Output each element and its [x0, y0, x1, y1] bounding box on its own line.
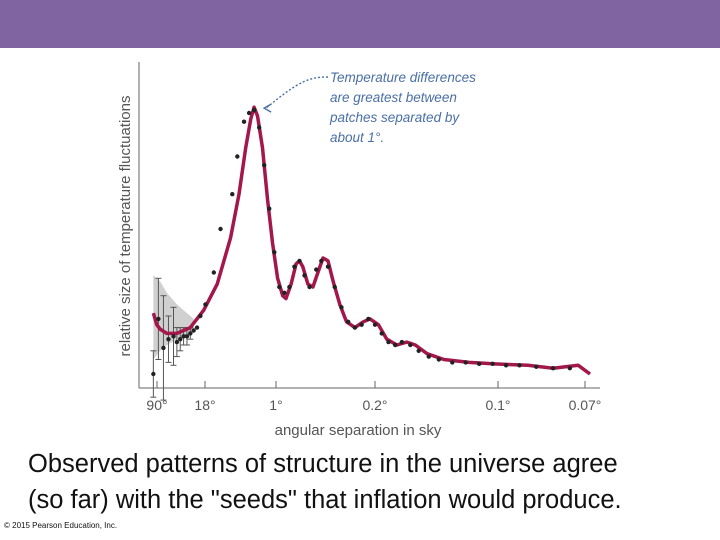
data-point	[399, 339, 405, 345]
data-point	[151, 371, 156, 377]
data-point	[534, 364, 539, 369]
data-point	[194, 325, 200, 330]
data-point	[277, 284, 282, 290]
slide-caption: Observed patterns of structure in the un…	[28, 446, 708, 518]
data-point	[503, 363, 509, 368]
data-point	[267, 206, 272, 211]
x-tick-label: 0.2°	[362, 397, 387, 413]
data-point	[426, 354, 431, 359]
data-point	[292, 264, 297, 269]
data-point	[156, 316, 161, 322]
data-point	[450, 360, 455, 365]
data-point	[174, 339, 180, 345]
data-point	[235, 154, 240, 159]
data-point	[490, 361, 495, 367]
data-point	[463, 360, 468, 365]
data-point	[272, 250, 277, 255]
x-tick-label: 18°	[194, 397, 215, 413]
x-tick-label: 90°	[146, 397, 167, 413]
cmb-power-spectrum-chart: 90° 18° 1° 0.2° 0.1° 0.07° angular separation …	[117, 62, 602, 439]
data-point	[191, 328, 196, 333]
data-point	[319, 258, 324, 264]
data-point	[392, 342, 398, 348]
data-point	[218, 226, 223, 232]
x-tick-label: 0.1°	[485, 397, 510, 413]
annotation-arrowhead	[262, 103, 272, 113]
data-point	[161, 345, 166, 351]
data-point	[297, 258, 302, 264]
annotation-line-3: patches separated by	[329, 110, 460, 125]
data-point	[246, 110, 252, 116]
x-tick-label: 1°	[269, 397, 282, 413]
data-point	[359, 322, 364, 327]
annotation-line-4: about 1°.	[330, 130, 384, 145]
data-point	[302, 273, 307, 278]
data-point	[198, 313, 203, 319]
annotation-line-1: Temperature differences	[330, 70, 476, 85]
data-point	[436, 357, 442, 362]
data-point	[517, 363, 522, 368]
data-point	[476, 361, 482, 367]
data-point	[314, 267, 319, 272]
title-band	[0, 0, 720, 48]
data-point	[282, 290, 287, 295]
data-point	[230, 192, 235, 197]
data-point	[366, 316, 371, 322]
data-point	[352, 325, 358, 330]
data-point	[416, 348, 421, 353]
data-point	[171, 334, 176, 339]
data-point	[408, 342, 413, 348]
x-tick-label: 0.07°	[569, 397, 602, 413]
data-point	[379, 331, 384, 336]
data-point	[345, 319, 351, 324]
data-point	[256, 125, 262, 130]
y-axis-label: relative size of temperature fluctuation…	[117, 96, 134, 357]
copyright-notice: © 2015 Pearson Education, Inc.	[4, 521, 118, 530]
data-point	[188, 331, 193, 336]
data-point	[184, 334, 190, 339]
model-curve	[151, 105, 592, 376]
x-axis-label: angular separation in sky	[275, 422, 442, 439]
data-point	[203, 302, 208, 307]
data-point	[550, 366, 556, 371]
caption-line-1: Observed patterns of structure in the un…	[28, 450, 618, 478]
data-point	[251, 107, 257, 113]
data-point	[307, 284, 312, 290]
data-point	[241, 119, 247, 124]
caption-line-2: (so far) with the "seeds" that inflation…	[28, 486, 622, 514]
data-point	[386, 339, 391, 345]
data-point	[325, 264, 331, 269]
data-point	[261, 163, 267, 168]
data-point	[166, 337, 171, 342]
annotation-line-2: are greatest between	[330, 90, 457, 105]
data-point	[372, 322, 378, 327]
data-point	[211, 270, 217, 275]
data-point	[567, 366, 573, 371]
data-point	[332, 284, 337, 290]
annotation-arrow	[265, 76, 329, 109]
data-point	[287, 284, 292, 290]
data-point	[178, 337, 183, 342]
data-point	[339, 305, 344, 310]
data-point	[181, 334, 186, 339]
